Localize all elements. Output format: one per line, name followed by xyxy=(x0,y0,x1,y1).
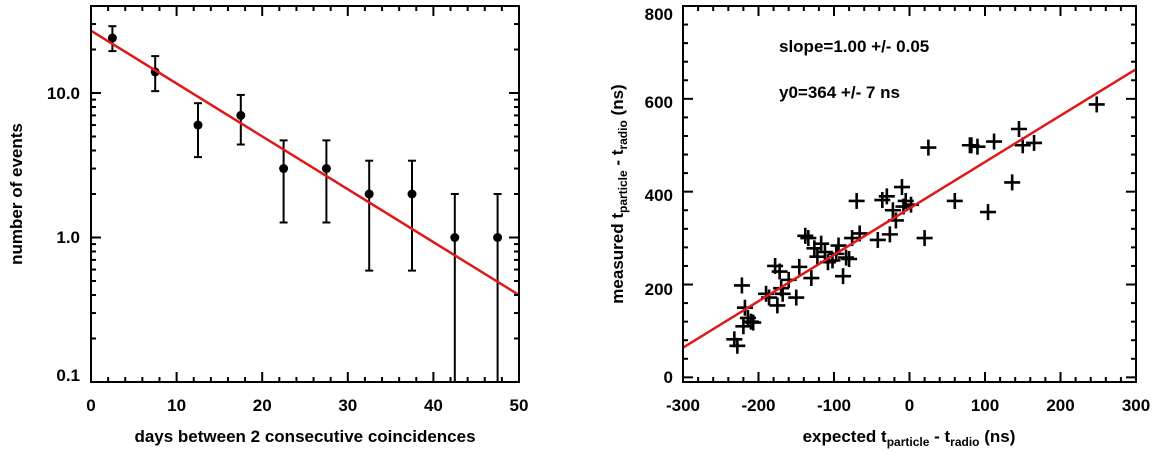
plus-marker-53 xyxy=(1004,174,1021,191)
plus-marker-33 xyxy=(848,192,865,209)
right-y-title-part-2: - t xyxy=(608,149,627,170)
left-data-layer xyxy=(90,25,520,382)
plus-marker-24 xyxy=(816,244,833,261)
plus-marker-51 xyxy=(980,204,997,221)
right-x-axis-title: expected tparticle - tradio (ns) xyxy=(803,427,1016,449)
data-point-9 xyxy=(493,232,503,242)
plus-marker-29 xyxy=(835,268,852,285)
right-y-axis-title: measured tparticle - tradio (ns) xyxy=(608,84,630,303)
right-y-title-sub-0: particle xyxy=(616,170,630,213)
right-x-tick-label-2: -100 xyxy=(817,396,851,415)
plus-marker-30 xyxy=(838,249,855,266)
plus-marker-12 xyxy=(771,263,788,280)
left-chart: 0 10 20 30 40 50 0.1 1.0 10.0 days betwe… xyxy=(7,5,529,446)
plus-marker-56 xyxy=(1026,134,1043,151)
plus-marker-38 xyxy=(881,226,898,243)
right-y-tick-label-4: 800 xyxy=(645,5,673,24)
right-y-tick-label-3: 600 xyxy=(645,93,673,112)
right-y-title-sub-1: radio xyxy=(616,120,630,149)
data-point-0 xyxy=(107,33,117,43)
plus-marker-7 xyxy=(745,314,762,331)
plus-marker-35 xyxy=(869,231,886,248)
right-y-tick-label-1: 200 xyxy=(645,280,673,299)
right-x-tick-label-5: 200 xyxy=(1046,396,1074,415)
data-point-5 xyxy=(321,164,331,174)
plus-marker-2 xyxy=(733,277,750,294)
right-data-layer xyxy=(682,68,1137,354)
left-x-tick-label-5: 50 xyxy=(510,396,529,415)
plus-marker-17 xyxy=(791,258,808,275)
right-ticks xyxy=(682,5,1137,382)
left-y-axis-title: number of events xyxy=(7,123,26,265)
right-x-tick-label-6: 300 xyxy=(1122,396,1150,415)
left-fit-line xyxy=(90,29,520,297)
right-x-title-part-4: (ns) xyxy=(980,427,1016,446)
plus-marker-19 xyxy=(800,230,817,247)
left-y-tick-label-2: 10.0 xyxy=(47,84,80,103)
left-x-tick-label-2: 20 xyxy=(253,396,272,415)
left-y-tick-label-1: 1.0 xyxy=(56,228,80,247)
plus-marker-11 xyxy=(769,297,786,314)
left-x-tick-label-4: 40 xyxy=(424,396,443,415)
data-point-7 xyxy=(407,189,417,199)
plus-marker-46 xyxy=(920,139,937,156)
right-x-title-part-2: - t xyxy=(929,427,950,446)
plus-marker-31 xyxy=(841,250,858,267)
annotation-intercept: y0=364 +/- 7 ns xyxy=(779,83,900,102)
right-x-tick-label-1: -200 xyxy=(741,396,775,415)
plus-marker-54 xyxy=(1010,121,1027,138)
left-x-tick-label-0: 0 xyxy=(86,396,95,415)
data-point-4 xyxy=(279,164,289,174)
plus-marker-50 xyxy=(969,138,986,155)
plus-marker-1 xyxy=(729,337,746,354)
right-x-tick-label-3: 0 xyxy=(905,396,914,415)
plus-marker-20 xyxy=(803,270,820,287)
plus-marker-41 xyxy=(893,179,910,196)
data-point-6 xyxy=(364,189,374,199)
left-ticks xyxy=(90,5,520,383)
right-x-tick-label-0: -300 xyxy=(666,396,700,415)
right-y-tick-label-2: 400 xyxy=(645,186,673,205)
plus-marker-23 xyxy=(813,235,830,252)
right-x-title-sub-0: particle xyxy=(887,435,930,449)
plus-marker-47 xyxy=(946,192,963,209)
right-y-title-part-4: (ns) xyxy=(608,84,627,120)
left-x-axis-title: days between 2 consecutive coincidences xyxy=(134,427,475,446)
data-point-2 xyxy=(193,120,203,130)
right-x-title-part-0: expected t xyxy=(803,427,887,446)
plus-marker-52 xyxy=(986,133,1003,150)
plus-marker-45 xyxy=(916,230,933,247)
right-x-tick-label-4: 100 xyxy=(971,396,999,415)
data-point-8 xyxy=(450,232,460,242)
plus-marker-37 xyxy=(878,188,895,205)
plus-marker-18 xyxy=(797,227,814,244)
right-y-title-part-0: measured t xyxy=(608,213,627,304)
right-y-tick-label-0: 0 xyxy=(664,368,673,387)
right-x-title-sub-1: radio xyxy=(950,435,979,449)
plus-marker-16 xyxy=(788,289,805,306)
left-y-tick-label-0: 0.1 xyxy=(56,366,80,385)
plus-marker-14 xyxy=(774,285,791,302)
annotation-slope: slope=1.00 +/- 0.05 xyxy=(779,37,929,56)
left-x-tick-label-3: 30 xyxy=(338,396,357,415)
plus-marker-57 xyxy=(1088,96,1105,113)
plus-marker-39 xyxy=(884,202,901,219)
left-x-tick-label-1: 10 xyxy=(167,396,186,415)
right-chart: -300 -200 -100 0 100 200 300 0 200 400 6… xyxy=(608,5,1150,449)
right-fit-line xyxy=(682,68,1137,349)
data-point-3 xyxy=(236,110,246,120)
